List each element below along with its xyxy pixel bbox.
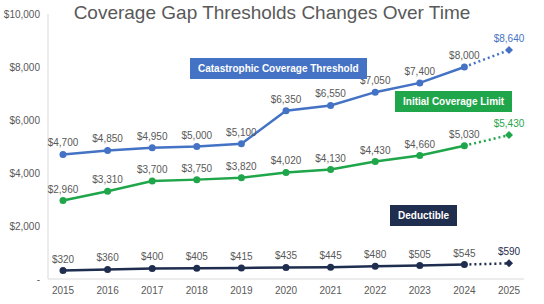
svg-text:$4,020: $4,020 <box>271 155 302 166</box>
svg-text:$4,700: $4,700 <box>48 137 79 148</box>
html-text:Initial Coverage Limit: Initial Coverage Limit <box>403 96 505 107</box>
svg-text:2021: 2021 <box>319 285 342 296</box>
svg-text:2019: 2019 <box>230 285 253 296</box>
svg-text:2015: 2015 <box>52 285 75 296</box>
svg-text:$415: $415 <box>230 251 253 262</box>
svg-text:$320: $320 <box>52 254 75 265</box>
svg-text:$545: $545 <box>453 248 476 259</box>
svg-text:$8,000: $8,000 <box>9 62 40 73</box>
svg-text:$405: $405 <box>186 251 209 262</box>
svg-text:$8,640: $8,640 <box>494 33 525 44</box>
svg-text:$8,000: $8,000 <box>449 50 480 61</box>
svg-text:$5,430: $5,430 <box>494 118 525 129</box>
svg-text:$2,000: $2,000 <box>9 221 40 232</box>
svg-text:$5,030: $5,030 <box>449 129 480 140</box>
svg-text:$3,700: $3,700 <box>137 164 168 175</box>
svg-text:$445: $445 <box>319 250 342 261</box>
svg-text:$5,100: $5,100 <box>226 127 257 138</box>
html-text:Coverage Gap Thresholds Change: Coverage Gap Thresholds Changes Over Tim… <box>73 2 471 23</box>
svg-text:2022: 2022 <box>364 285 387 296</box>
svg-text:$6,000: $6,000 <box>9 115 40 126</box>
svg-text:$400: $400 <box>141 251 164 262</box>
svg-text:$4,850: $4,850 <box>92 133 123 144</box>
svg-text:$4,430: $4,430 <box>360 145 391 156</box>
svg-text:$2,960: $2,960 <box>48 184 79 195</box>
svg-text:2017: 2017 <box>141 285 164 296</box>
html-text:Catastrophic Coverage Threshol: Catastrophic Coverage Threshold <box>198 63 359 74</box>
svg-text:$4,130: $4,130 <box>315 153 346 164</box>
svg-text:$3,820: $3,820 <box>226 161 257 172</box>
html-text:Deductible: Deductible <box>398 210 450 221</box>
svg-text:2024: 2024 <box>453 285 476 296</box>
svg-text:$435: $435 <box>275 250 298 261</box>
svg-text:$4,000: $4,000 <box>9 168 40 179</box>
svg-text:$10,000: $10,000 <box>8 9 40 20</box>
svg-text:2023: 2023 <box>409 285 432 296</box>
svg-text:$3,310: $3,310 <box>92 174 123 185</box>
svg-text:$590: $590 <box>498 246 521 257</box>
svg-text:$480: $480 <box>364 249 387 260</box>
svg-text:$360: $360 <box>96 252 119 263</box>
svg-text:$5,000: $5,000 <box>182 130 213 141</box>
svg-text:-: - <box>37 274 40 285</box>
svg-text:$3,750: $3,750 <box>182 163 213 174</box>
svg-text:$7,400: $7,400 <box>405 66 436 77</box>
svg-text:$4,660: $4,660 <box>405 139 436 150</box>
svg-text:2016: 2016 <box>96 285 119 296</box>
svg-text:2025: 2025 <box>498 285 521 296</box>
svg-text:$6,550: $6,550 <box>315 88 346 99</box>
svg-text:$6,350: $6,350 <box>271 94 302 105</box>
svg-text:$505: $505 <box>409 249 432 260</box>
svg-text:$4,950: $4,950 <box>137 131 168 142</box>
svg-text:2020: 2020 <box>275 285 298 296</box>
svg-text:2018: 2018 <box>186 285 209 296</box>
svg-text:$7,050: $7,050 <box>359 75 391 87</box>
